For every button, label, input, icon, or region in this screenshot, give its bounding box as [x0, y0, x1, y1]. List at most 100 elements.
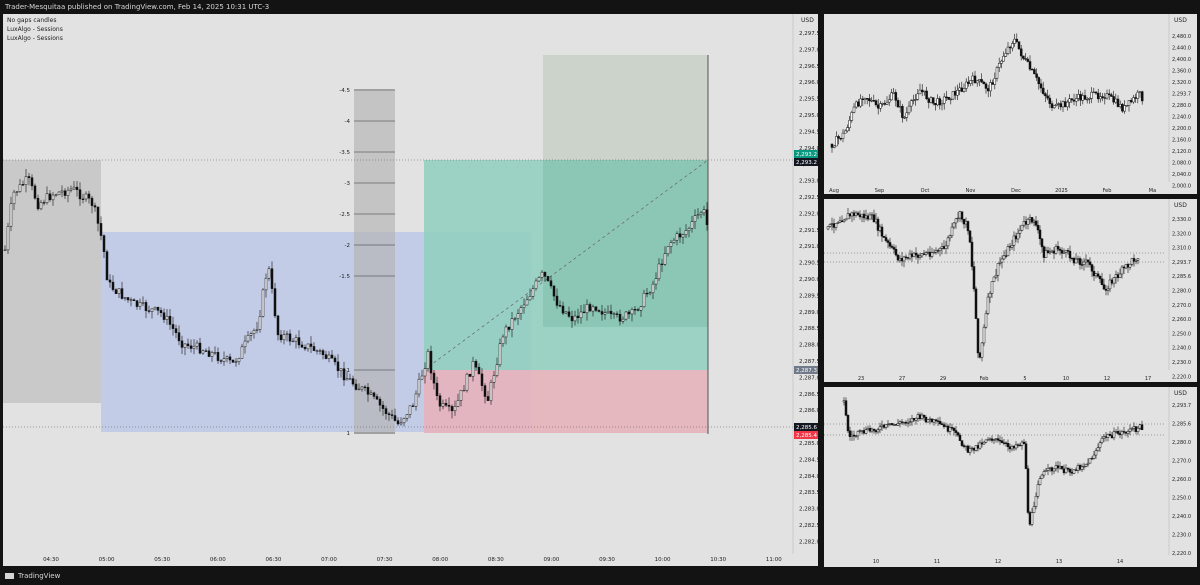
candle-body: [633, 309, 637, 311]
price-axis-label: 2,280.0: [1172, 103, 1191, 109]
candle-body: [270, 268, 274, 289]
candle-body: [171, 324, 175, 329]
currency-label[interactable]: USD: [1174, 17, 1187, 24]
candle-body: [882, 236, 886, 238]
intraday-chart-pane[interactable]: 2,293.7 2,285.6 2,280.0 2,270.0 2,260.0 2,250…: [824, 387, 1197, 567]
hourly-chart-svg[interactable]: 2,330.0 2,320.0 2,310.0 2,293.7 2,285.6 2,280…: [824, 199, 1197, 382]
candle-body: [384, 408, 388, 414]
time-axis-label: 10:00: [655, 557, 671, 563]
time-axis-label: Feb: [1103, 188, 1112, 194]
candle-body: [910, 418, 914, 423]
intraday-chart-svg[interactable]: 2,293.7 2,285.6 2,280.0 2,270.0 2,260.0 2,250…: [824, 387, 1197, 567]
candle-body: [1004, 442, 1008, 444]
candle-body: [39, 202, 43, 210]
candle-body: [870, 100, 873, 102]
candle-body: [588, 304, 592, 312]
candle-body: [435, 382, 439, 396]
candle-body: [1064, 467, 1068, 474]
price-axis-label: 2,220.0: [1172, 374, 1191, 380]
candle-body: [1060, 250, 1064, 254]
candle-body: [1034, 495, 1038, 507]
candle-body: [838, 220, 842, 223]
candle-body: [1074, 469, 1078, 471]
candle-body: [892, 424, 896, 426]
candle-body: [890, 92, 893, 101]
price-axis-label: 2,293.0: [799, 179, 818, 185]
candle-body: [282, 334, 286, 341]
candle-body: [1050, 103, 1054, 109]
candle-body: [879, 103, 882, 109]
candle-body: [970, 447, 974, 450]
candle-body: [480, 373, 484, 386]
candle-body: [892, 92, 895, 94]
candle-body: [978, 352, 982, 358]
candle-body: [102, 235, 106, 252]
legend-item-2[interactable]: LuxAlgo - Sessions: [7, 35, 63, 42]
candle-body: [916, 254, 920, 258]
candle-body: [1088, 98, 1091, 100]
candle-body: [956, 217, 960, 220]
candle-body: [1134, 97, 1137, 99]
candle-body: [986, 296, 990, 314]
footer-bar: TradingView: [0, 568, 1200, 585]
candle-body: [1090, 458, 1094, 460]
candle-body: [984, 83, 988, 89]
daily-chart-pane[interactable]: 2,480.0 2,440.0 2,400.0 2,360.0 2,320.0 2,293…: [824, 14, 1197, 194]
candle-body: [1103, 97, 1107, 99]
candle-body: [489, 382, 493, 401]
stop-zone[interactable]: [424, 370, 708, 433]
currency-label[interactable]: USD: [801, 17, 814, 24]
price-axis-label: 2,260.0: [1172, 477, 1191, 483]
fib-tool-column[interactable]: [354, 89, 395, 434]
hourly-chart-pane[interactable]: 2,330.0 2,320.0 2,310.0 2,293.7 2,285.6 2,280…: [824, 199, 1197, 382]
candle-body: [165, 315, 169, 320]
candle-body: [420, 375, 424, 380]
svg-text:2,285.6: 2,285.6: [796, 425, 817, 431]
price-axis-label: 2,240.0: [1172, 514, 1191, 520]
candle-body: [153, 306, 157, 310]
candle-body: [486, 396, 490, 401]
indicator-legend[interactable]: No gaps candles LuxAlgo - Sessions LuxAl…: [7, 16, 63, 43]
price-axis-label: 2,293.7: [1172, 403, 1191, 409]
time-axis-label: 08:00: [432, 557, 448, 563]
candle-body: [844, 400, 848, 416]
candle-body: [324, 354, 328, 359]
candle-body: [903, 117, 906, 119]
candle-body: [1017, 41, 1021, 50]
main-chart-pane[interactable]: -4.5 -4 -3.5 -3 -2.5 -2 -1.5 -1 1 2,297.5 2,297.0…: [3, 14, 818, 566]
candle-body: [399, 422, 403, 425]
candle-body: [984, 439, 988, 443]
candle-body: [866, 215, 870, 220]
time-axis-label: 29: [940, 376, 946, 382]
candle-body: [429, 351, 433, 374]
candle-body: [1094, 450, 1098, 456]
candle-body: [33, 185, 37, 199]
candle-body: [600, 311, 604, 315]
daily-chart-svg[interactable]: 2,480.0 2,440.0 2,400.0 2,360.0 2,320.0 2,293…: [824, 14, 1197, 194]
candle-body: [1088, 261, 1092, 265]
candle-body: [1018, 229, 1022, 234]
candle-body: [1076, 258, 1080, 260]
legend-item-1[interactable]: LuxAlgo - Sessions: [7, 26, 63, 33]
candle-body: [826, 226, 830, 230]
candle-body: [552, 285, 556, 297]
svg-text:2,285.4: 2,285.4: [796, 433, 817, 439]
candle-body: [357, 388, 361, 391]
currency-label[interactable]: USD: [1174, 390, 1187, 397]
price-axis-label: 2,440.0: [1172, 46, 1191, 52]
currency-label[interactable]: USD: [1174, 202, 1187, 209]
candle-body: [1104, 288, 1108, 291]
main-chart-svg[interactable]: -4.5 -4 -3.5 -3 -2.5 -2 -1.5 -1 1 2,297.5 2,297.0…: [3, 14, 818, 566]
candle-body: [1118, 273, 1122, 278]
candle-body: [956, 90, 959, 96]
candle-body: [1062, 251, 1066, 254]
legend-item-0[interactable]: No gaps candles: [7, 17, 57, 24]
time-axis-label: 11:00: [766, 557, 782, 563]
candle-body: [1106, 434, 1110, 438]
candle-body: [426, 351, 430, 369]
candle-body: [840, 220, 844, 223]
candle-body: [996, 263, 1000, 276]
candle-body: [986, 439, 990, 441]
candle-body: [1088, 458, 1092, 464]
candle-body: [1000, 60, 1003, 64]
